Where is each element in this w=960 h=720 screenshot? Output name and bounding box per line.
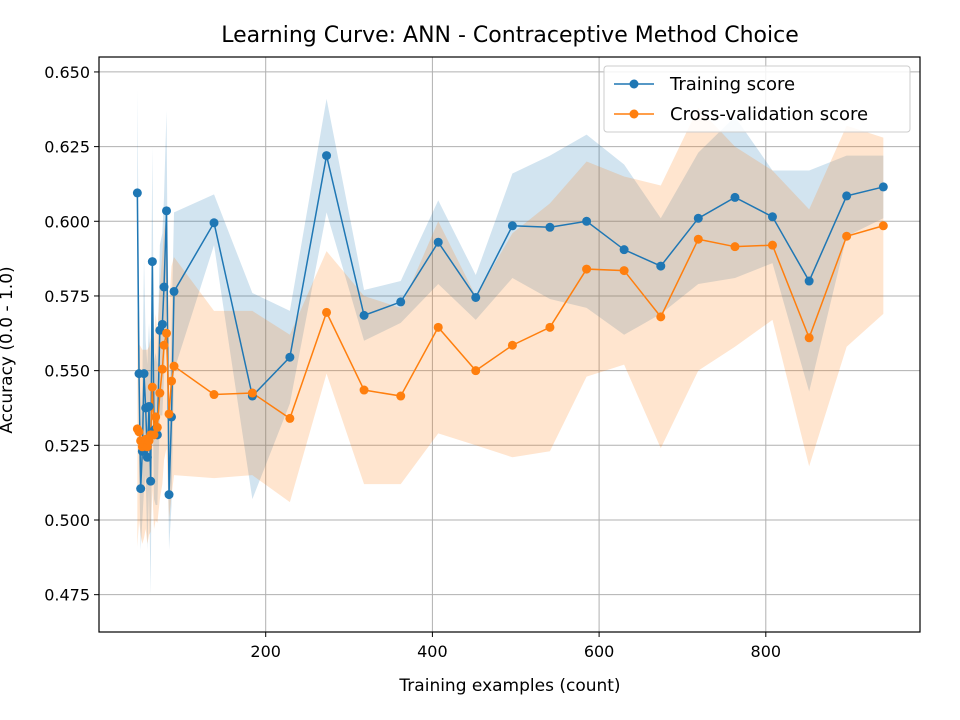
- data-point-cross-validation: [804, 333, 814, 343]
- data-point-training: [164, 490, 174, 500]
- data-point-cross-validation: [322, 307, 332, 317]
- data-point-cross-validation: [164, 409, 174, 419]
- data-point-cross-validation: [507, 340, 517, 350]
- data-point-cross-validation: [147, 382, 157, 392]
- grid-lines: [99, 57, 920, 632]
- y-tick-label: 0.600: [44, 212, 90, 231]
- data-point-cross-validation: [209, 390, 219, 400]
- data-point-training: [656, 261, 666, 271]
- x-tick-label: 400: [417, 642, 448, 661]
- y-tick-label: 0.500: [44, 511, 90, 530]
- data-point-cross-validation: [285, 413, 295, 423]
- legend-box: [603, 65, 911, 133]
- x-tick-label: 600: [584, 642, 615, 661]
- data-point-training: [147, 257, 157, 267]
- x-axis-label: Training examples (count): [398, 676, 620, 696]
- legend-label-cross-validation: Cross-validation score: [670, 104, 868, 125]
- data-point-cross-validation: [169, 361, 179, 371]
- data-point-cross-validation: [767, 240, 777, 250]
- data-point-training: [209, 218, 219, 228]
- chart-title: Learning Curve: ANN - Contraceptive Meth…: [221, 23, 799, 48]
- plot-area-frame: [98, 56, 921, 633]
- legend-marker-training: [629, 79, 639, 89]
- y-tick-label: 0.650: [44, 63, 90, 82]
- data-point-training: [545, 222, 555, 232]
- data-point-training: [582, 216, 592, 226]
- y-tick-label: 0.525: [44, 436, 90, 455]
- data-point-cross-validation: [157, 364, 167, 374]
- data-point-cross-validation: [545, 322, 555, 332]
- data-point-training: [159, 282, 169, 292]
- y-tick-label: 0.475: [44, 586, 90, 605]
- data-point-cross-validation: [247, 388, 257, 398]
- data-point-cross-validation: [878, 221, 888, 231]
- data-point-cross-validation: [134, 427, 144, 437]
- data-point-cross-validation: [619, 266, 629, 276]
- y-tick-label: 0.625: [44, 138, 90, 157]
- data-point-training: [693, 213, 703, 223]
- data-point-training: [842, 191, 852, 201]
- series-points: [132, 151, 888, 500]
- data-point-training: [804, 276, 814, 286]
- data-point-cross-validation: [155, 388, 165, 398]
- data-point-cross-validation: [471, 366, 481, 376]
- data-point-training: [157, 319, 167, 329]
- data-point-training: [878, 182, 888, 192]
- data-point-cross-validation: [159, 340, 169, 350]
- legend-marker-cross-validation: [629, 109, 639, 119]
- legend-label-training: Training score: [669, 74, 795, 95]
- data-point-training: [322, 151, 332, 161]
- y-tick-label: 0.575: [44, 287, 90, 306]
- data-point-cross-validation: [396, 391, 406, 401]
- data-point-training: [767, 212, 777, 222]
- data-point-cross-validation: [359, 385, 369, 395]
- data-point-cross-validation: [149, 430, 159, 440]
- x-tick-label: 800: [751, 642, 782, 661]
- data-point-cross-validation: [152, 422, 162, 432]
- data-point-cross-validation: [730, 242, 740, 252]
- data-point-cross-validation: [167, 376, 177, 386]
- data-point-training: [471, 292, 481, 302]
- axis-ticks: 200 400 600 800 0.475 0.500 0.525 0.550 0.575 0.6…: [44, 63, 781, 661]
- data-point-training: [359, 310, 369, 320]
- data-point-training: [169, 286, 179, 296]
- data-point-training: [730, 192, 740, 202]
- data-point-cross-validation: [151, 412, 161, 422]
- data-point-training: [433, 237, 443, 247]
- data-point-training: [396, 297, 406, 307]
- data-point-training: [507, 221, 517, 231]
- data-point-training: [162, 206, 172, 216]
- data-point-cross-validation: [433, 322, 443, 332]
- data-point-training: [144, 401, 154, 411]
- data-point-cross-validation: [582, 264, 592, 274]
- data-point-training: [142, 452, 152, 462]
- data-point-cross-validation: [842, 231, 852, 241]
- data-point-cross-validation: [693, 234, 703, 244]
- data-point-training: [285, 352, 295, 362]
- data-point-training: [146, 476, 156, 486]
- data-point-cross-validation: [656, 312, 666, 322]
- data-point-training: [619, 245, 629, 255]
- x-tick-label: 200: [250, 642, 281, 661]
- y-axis-label: Accuracy (0.0 - 1.0): [0, 266, 17, 433]
- data-point-cross-validation: [162, 328, 172, 338]
- data-point-training: [139, 369, 149, 379]
- y-tick-label: 0.550: [44, 362, 90, 381]
- data-point-training: [136, 484, 146, 494]
- data-point-training: [132, 188, 142, 198]
- legend: Training score Cross-validation score: [603, 65, 911, 133]
